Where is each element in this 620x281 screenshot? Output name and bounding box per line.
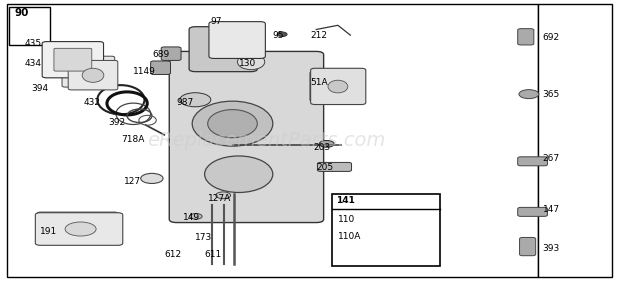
Text: 987: 987 (177, 98, 194, 107)
Bar (7, 4, 538, 277)
Text: 130: 130 (239, 59, 256, 68)
FancyBboxPatch shape (209, 22, 265, 58)
Text: 110: 110 (338, 215, 355, 224)
Circle shape (141, 173, 163, 183)
FancyBboxPatch shape (169, 51, 324, 223)
Text: 191: 191 (40, 227, 58, 236)
FancyBboxPatch shape (518, 29, 534, 45)
Ellipse shape (180, 93, 211, 107)
Ellipse shape (82, 68, 104, 82)
FancyBboxPatch shape (311, 68, 366, 105)
Text: 435: 435 (25, 39, 42, 48)
Text: 127: 127 (124, 177, 141, 186)
Text: 267: 267 (542, 154, 560, 163)
FancyBboxPatch shape (520, 237, 536, 256)
Text: 432: 432 (84, 98, 100, 107)
Text: 692: 692 (542, 33, 560, 42)
Bar (9, 7, 50, 45)
Text: 110A: 110A (338, 232, 361, 241)
Circle shape (319, 140, 334, 147)
Text: 611: 611 (205, 250, 222, 259)
Ellipse shape (328, 80, 348, 93)
FancyBboxPatch shape (42, 42, 104, 78)
Text: 205: 205 (316, 163, 334, 172)
Text: 97: 97 (211, 17, 223, 26)
FancyBboxPatch shape (151, 61, 170, 74)
Text: 149: 149 (183, 213, 200, 222)
Bar (332, 194, 440, 266)
FancyBboxPatch shape (43, 42, 102, 77)
Ellipse shape (355, 216, 383, 225)
Circle shape (216, 192, 231, 199)
Ellipse shape (192, 101, 273, 146)
FancyBboxPatch shape (310, 72, 360, 101)
Circle shape (190, 214, 202, 219)
FancyBboxPatch shape (518, 157, 547, 166)
Text: 90: 90 (14, 8, 29, 18)
FancyBboxPatch shape (37, 212, 118, 242)
Text: 127A: 127A (208, 194, 231, 203)
FancyBboxPatch shape (54, 48, 92, 71)
FancyBboxPatch shape (353, 235, 409, 246)
Text: 612: 612 (164, 250, 182, 259)
Text: 689: 689 (152, 50, 169, 59)
Text: 434: 434 (25, 59, 42, 68)
FancyBboxPatch shape (518, 207, 547, 216)
Text: 51A: 51A (310, 78, 327, 87)
Text: 392: 392 (108, 118, 126, 127)
FancyBboxPatch shape (317, 162, 352, 171)
FancyBboxPatch shape (161, 47, 181, 60)
Text: 212: 212 (310, 31, 327, 40)
Text: 394: 394 (31, 84, 48, 93)
Ellipse shape (65, 222, 96, 236)
Text: 147: 147 (542, 205, 560, 214)
FancyBboxPatch shape (68, 60, 118, 90)
Ellipse shape (237, 54, 265, 70)
Text: eReplacementParts.com: eReplacementParts.com (148, 131, 386, 150)
FancyBboxPatch shape (189, 27, 257, 72)
Circle shape (519, 90, 539, 99)
Text: 173: 173 (195, 233, 213, 242)
Text: 95: 95 (273, 31, 285, 40)
FancyBboxPatch shape (62, 56, 115, 87)
Text: 1149: 1149 (133, 67, 156, 76)
Text: 203: 203 (313, 143, 330, 152)
Circle shape (277, 32, 287, 37)
Text: 718A: 718A (121, 135, 144, 144)
Text: 365: 365 (542, 90, 560, 99)
Ellipse shape (208, 110, 257, 138)
Ellipse shape (205, 156, 273, 192)
Text: 141: 141 (336, 196, 355, 205)
Text: 393: 393 (542, 244, 560, 253)
Bar (538, 4, 612, 277)
FancyBboxPatch shape (35, 213, 123, 245)
